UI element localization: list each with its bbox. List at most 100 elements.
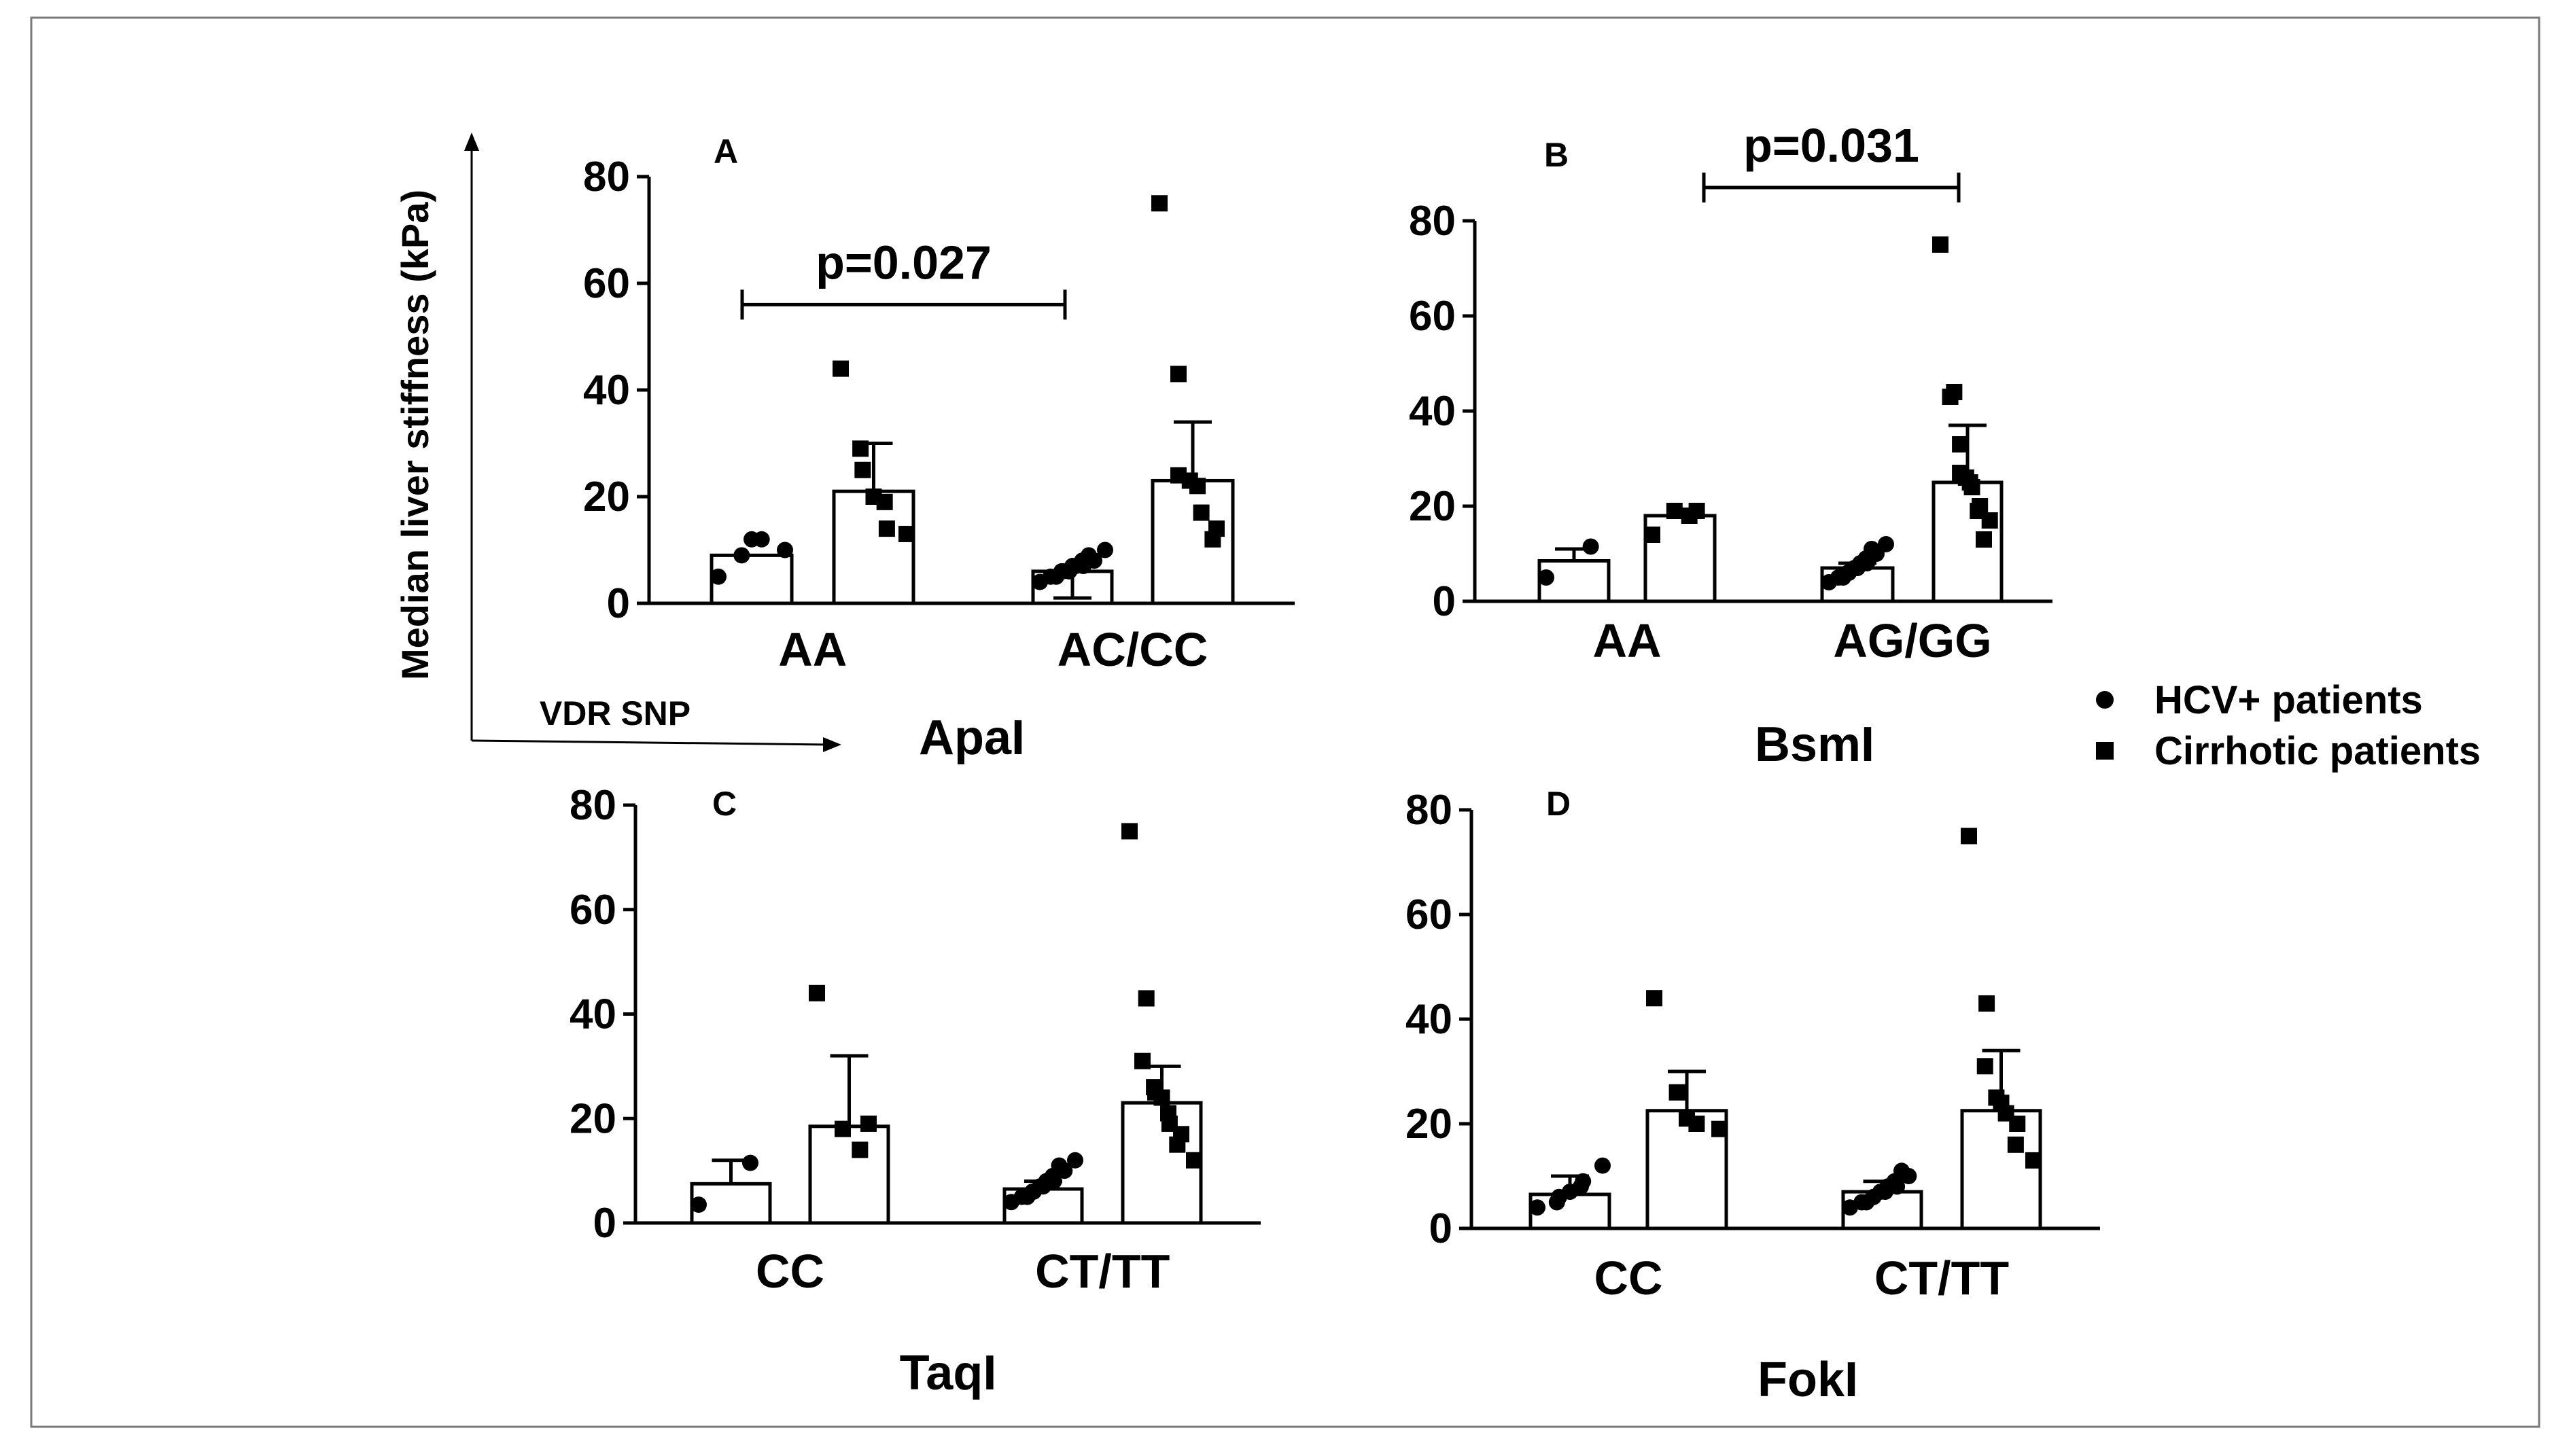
data-point-square xyxy=(1952,436,1969,452)
data-point-circle xyxy=(1582,538,1599,555)
data-point-square xyxy=(1121,823,1138,840)
data-point-square xyxy=(1138,990,1155,1007)
data-point-square xyxy=(835,1120,851,1137)
data-point-square xyxy=(1134,1052,1151,1069)
panel-b: 0 20 40 60 80 AA AG/GG B BsmI p=0.031 xyxy=(1409,119,2052,772)
bar-cirrhotic xyxy=(808,1124,890,1225)
panel-letter: B xyxy=(1544,136,1569,174)
data-point-circle xyxy=(1594,1157,1611,1174)
data-point-circle xyxy=(742,1154,758,1171)
data-point-circle xyxy=(733,547,750,564)
data-point-square xyxy=(1169,1136,1186,1153)
y-tick-label: 80 xyxy=(1405,787,1452,834)
data-point-circle xyxy=(1575,1173,1592,1190)
data-point-circle xyxy=(710,568,727,585)
data-point-square xyxy=(1963,479,1980,495)
bar-cirrhotic xyxy=(832,489,915,605)
data-point-circle xyxy=(777,541,793,558)
data-point-square xyxy=(1688,1116,1705,1132)
data-point-square xyxy=(833,360,849,377)
x-axis-label: VDR SNP xyxy=(540,694,691,732)
data-point-circle xyxy=(1081,547,1097,564)
category-label: AA xyxy=(1592,614,1661,667)
data-point-square xyxy=(1666,503,1683,519)
legend-label-cirrhotic: Cirrhotic patients xyxy=(2154,729,2481,773)
data-point-square xyxy=(1646,990,1662,1007)
data-point-square xyxy=(1932,236,1948,253)
y-tick-label: 40 xyxy=(1405,996,1452,1043)
data-point-circle xyxy=(1051,1157,1068,1174)
data-point-circle xyxy=(753,531,770,548)
y-tick-label: 40 xyxy=(570,991,616,1038)
data-point-circle xyxy=(1878,536,1894,552)
y-tick-label: 0 xyxy=(1429,1205,1452,1252)
legend-marker-square xyxy=(2096,742,2114,760)
y-tick-label: 20 xyxy=(570,1095,616,1142)
data-point-square xyxy=(1153,1089,1170,1106)
data-point-square xyxy=(1668,1084,1685,1101)
data-point-circle xyxy=(1864,541,1880,557)
data-point-square xyxy=(1193,504,1210,521)
data-point-square xyxy=(1961,828,1977,845)
category-label: CC xyxy=(756,1245,824,1298)
x-axis-arrowhead xyxy=(823,737,841,752)
panel-letter: D xyxy=(1546,785,1571,823)
data-point-square xyxy=(809,984,825,1001)
data-point-circle xyxy=(1893,1162,1910,1179)
bar-cirrhotic xyxy=(1645,1109,1728,1230)
data-point-square xyxy=(852,440,869,457)
data-point-square xyxy=(1978,995,1995,1012)
gene-label: ApaI xyxy=(919,711,1025,765)
data-point-square xyxy=(1170,366,1187,383)
data-point-square xyxy=(860,1115,877,1132)
p-value-label: p=0.027 xyxy=(816,236,992,289)
y-tick-label: 20 xyxy=(1409,483,1456,530)
data-point-square xyxy=(2009,1116,2026,1132)
bar-cirrhotic xyxy=(1960,1109,2042,1230)
category-label: CT/TT xyxy=(1874,1251,2009,1304)
data-point-square xyxy=(852,1141,869,1158)
category-label: CT/TT xyxy=(1035,1245,1170,1298)
panel-letter: A xyxy=(714,132,738,171)
legend: HCV+ patients Cirrhotic patients xyxy=(2096,678,2481,773)
y-tick-label: 0 xyxy=(1433,578,1456,625)
data-point-circle xyxy=(1538,569,1554,586)
data-point-square xyxy=(1942,389,1959,405)
data-point-square xyxy=(854,461,871,478)
data-point-square xyxy=(1711,1120,1728,1137)
data-point-square xyxy=(1644,527,1660,543)
panel-c: 0 20 40 60 80 CC CT/TT C TaqI xyxy=(570,782,1261,1400)
data-point-square xyxy=(1688,503,1705,519)
y-axis-label: Median liver stiffness (kPa) xyxy=(394,190,436,680)
data-point-square xyxy=(898,525,915,542)
panel-d: 0 20 40 60 80 CC CT/TT D FokI xyxy=(1405,785,2100,1407)
legend-label-hcv: HCV+ patients xyxy=(2154,678,2423,722)
p-value-label: p=0.031 xyxy=(1743,119,1919,172)
data-point-square xyxy=(878,520,895,537)
data-point-square xyxy=(1151,195,1168,212)
data-point-square xyxy=(1186,1152,1202,1169)
y-tick-label: 80 xyxy=(570,782,616,829)
data-point-square xyxy=(2007,1136,2024,1153)
data-point-square xyxy=(1976,1058,1993,1075)
y-tick-label: 80 xyxy=(583,154,630,200)
y-tick-label: 0 xyxy=(607,580,630,627)
x-axis-arrow xyxy=(471,739,828,746)
data-point-square xyxy=(1204,531,1221,548)
category-label: AG/GG xyxy=(1833,614,1991,667)
legend-marker-circle xyxy=(2096,691,2114,709)
data-point-square xyxy=(1981,512,1998,529)
y-tick-label: 60 xyxy=(1405,891,1452,938)
y-axis-arrowhead xyxy=(464,132,479,151)
data-point-circle xyxy=(1067,1152,1083,1169)
panel-a: 0 20 40 60 80 AA AC/CC A ApaI p=0.027 xyxy=(583,132,1295,765)
category-label: AA xyxy=(778,623,847,676)
panel-letter: C xyxy=(712,785,737,823)
data-point-square xyxy=(1189,478,1206,495)
y-tick-label: 0 xyxy=(593,1200,616,1247)
y-tick-label: 40 xyxy=(1409,388,1456,435)
gene-label: FokI xyxy=(1758,1353,1858,1407)
data-point-square xyxy=(1976,531,1992,548)
category-label: CC xyxy=(1594,1251,1662,1304)
